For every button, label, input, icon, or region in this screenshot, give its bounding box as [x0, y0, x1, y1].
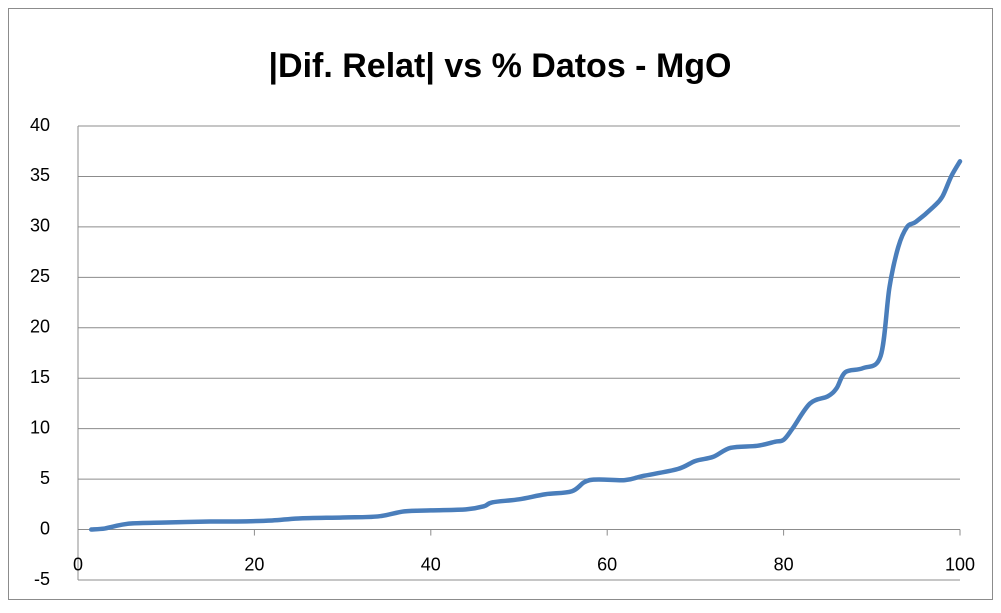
- y-tick-label: 15: [30, 367, 50, 387]
- y-tick-label: -5: [34, 569, 50, 589]
- chart-frame: [8, 8, 993, 600]
- x-tick-label: 20: [244, 554, 264, 574]
- x-tick-label: 60: [597, 554, 617, 574]
- y-tick-label: 25: [30, 266, 50, 286]
- x-tick-label: 0: [73, 554, 83, 574]
- y-tick-label: 40: [30, 115, 50, 135]
- y-tick-label: 35: [30, 165, 50, 185]
- y-tick-label: 20: [30, 317, 50, 337]
- y-tick-label: 10: [30, 417, 50, 437]
- x-tick-label: 100: [945, 554, 975, 574]
- data-line: [88, 159, 963, 532]
- y-tick-label: 0: [40, 518, 50, 538]
- x-tick-label: 80: [774, 554, 794, 574]
- y-tick-label: 30: [30, 216, 50, 236]
- x-tick-label: 40: [421, 554, 441, 574]
- y-tick-label: 5: [40, 468, 50, 488]
- chart-title: |Dif. Relat| vs % Datos - MgO: [269, 47, 732, 85]
